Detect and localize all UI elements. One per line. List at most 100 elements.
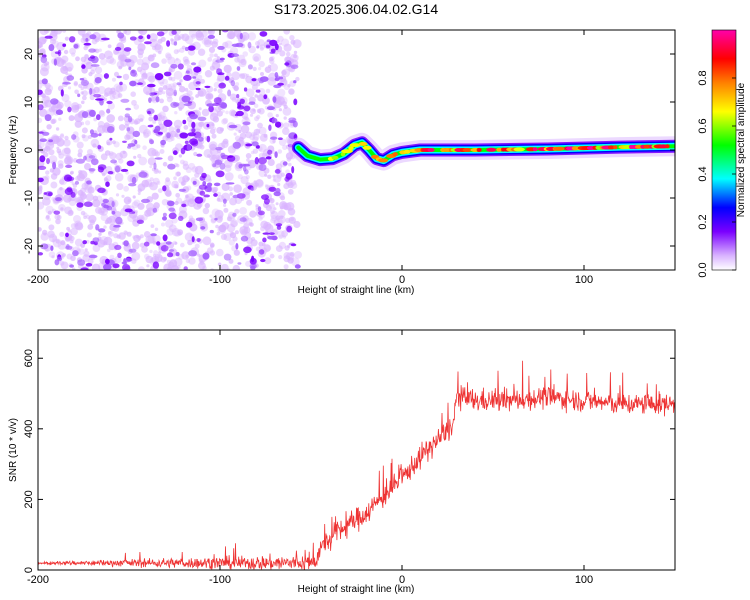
noise-blob xyxy=(197,116,207,122)
noise-blob xyxy=(275,75,281,81)
noise-speckle xyxy=(57,187,66,196)
snr-x-label: Height of straight line (km) xyxy=(298,584,415,595)
noise-blob xyxy=(123,47,132,52)
noise-speckle xyxy=(81,100,85,105)
noise-speckle xyxy=(169,259,178,268)
noise-speckle xyxy=(98,53,106,60)
noise-speckle xyxy=(255,204,259,208)
noise-speckle xyxy=(288,216,296,224)
noise-speckle xyxy=(220,233,228,240)
noise-blob xyxy=(245,143,253,147)
signal-hotspot xyxy=(331,155,339,160)
noise-speckle xyxy=(165,177,171,183)
noise-speckle xyxy=(137,153,142,159)
noise-speckle xyxy=(229,192,233,196)
noise-speckle xyxy=(199,121,205,126)
noise-speckle xyxy=(294,251,302,259)
noise-speckle xyxy=(70,255,76,262)
noise-speckle xyxy=(75,196,84,205)
noise-blob xyxy=(63,174,73,182)
noise-blob xyxy=(232,141,241,149)
noise-blob xyxy=(131,69,135,74)
noise-speckle xyxy=(115,152,123,161)
noise-speckle xyxy=(168,76,173,81)
noise-speckle xyxy=(255,128,261,134)
noise-speckle xyxy=(208,46,216,54)
noise-speckle xyxy=(182,163,190,170)
noise-blob xyxy=(85,38,89,42)
noise-blob xyxy=(186,143,192,151)
noise-blob xyxy=(257,206,262,212)
noise-blob xyxy=(154,73,164,81)
noise-speckle xyxy=(242,187,251,196)
noise-speckle xyxy=(264,223,274,233)
noise-speckle xyxy=(258,245,262,249)
noise-blob xyxy=(196,153,203,157)
noise-speckle xyxy=(198,121,204,128)
noise-speckle xyxy=(287,244,291,248)
noise-speckle xyxy=(249,210,257,218)
noise-speckle xyxy=(217,225,227,234)
noise-blob xyxy=(54,51,61,55)
noise-speckle xyxy=(223,233,232,241)
noise-speckle xyxy=(70,170,74,175)
noise-speckle xyxy=(178,176,186,184)
noise-speckle xyxy=(184,232,194,242)
noise-speckle xyxy=(253,56,259,62)
noise-blob xyxy=(65,232,69,238)
noise-speckle xyxy=(173,49,179,55)
noise-speckle xyxy=(65,72,69,76)
noise-blob xyxy=(215,146,223,151)
noise-speckle xyxy=(73,215,81,223)
noise-speckle xyxy=(78,169,83,175)
noise-blob xyxy=(236,105,245,110)
noise-blob xyxy=(270,136,278,140)
noise-speckle xyxy=(158,251,161,255)
noise-blob xyxy=(116,75,122,79)
noise-speckle xyxy=(211,154,217,160)
noise-speckle xyxy=(63,139,71,147)
noise-speckle xyxy=(38,186,43,192)
noise-speckle xyxy=(56,148,62,154)
noise-blob xyxy=(275,223,283,227)
noise-speckle xyxy=(136,144,141,149)
noise-speckle xyxy=(159,149,165,154)
noise-blob xyxy=(129,80,137,87)
noise-blob xyxy=(217,45,225,50)
noise-blob xyxy=(236,193,246,199)
noise-blob xyxy=(90,64,100,67)
noise-speckle xyxy=(64,135,69,141)
noise-speckle xyxy=(84,54,89,59)
noise-blob xyxy=(89,34,97,40)
noise-blob xyxy=(147,124,154,128)
noise-speckle xyxy=(185,258,191,264)
noise-blob xyxy=(38,104,44,111)
noise-blob xyxy=(106,126,115,134)
noise-blob xyxy=(39,155,46,163)
noise-speckle xyxy=(39,67,49,77)
noise-speckle xyxy=(59,179,65,185)
noise-speckle xyxy=(157,255,161,259)
noise-speckle xyxy=(148,33,158,42)
noise-speckle xyxy=(263,244,272,252)
noise-speckle xyxy=(50,135,60,145)
noise-speckle xyxy=(92,143,97,148)
noise-blob xyxy=(121,261,128,265)
noise-blob xyxy=(56,256,63,262)
noise-blob xyxy=(88,109,96,117)
noise-blob xyxy=(41,78,48,85)
noise-speckle xyxy=(162,91,166,95)
noise-speckle xyxy=(80,86,84,91)
noise-blob xyxy=(254,157,259,165)
noise-blob xyxy=(198,136,204,142)
noise-speckle xyxy=(170,130,177,138)
noise-speckle xyxy=(45,215,50,220)
noise-blob xyxy=(278,137,283,140)
noise-speckle xyxy=(223,64,232,73)
noise-blob xyxy=(201,172,207,179)
noise-blob xyxy=(207,182,213,187)
noise-blob xyxy=(232,194,240,199)
noise-blob xyxy=(220,152,226,158)
noise-speckle xyxy=(174,200,179,206)
noise-speckle xyxy=(52,167,61,176)
